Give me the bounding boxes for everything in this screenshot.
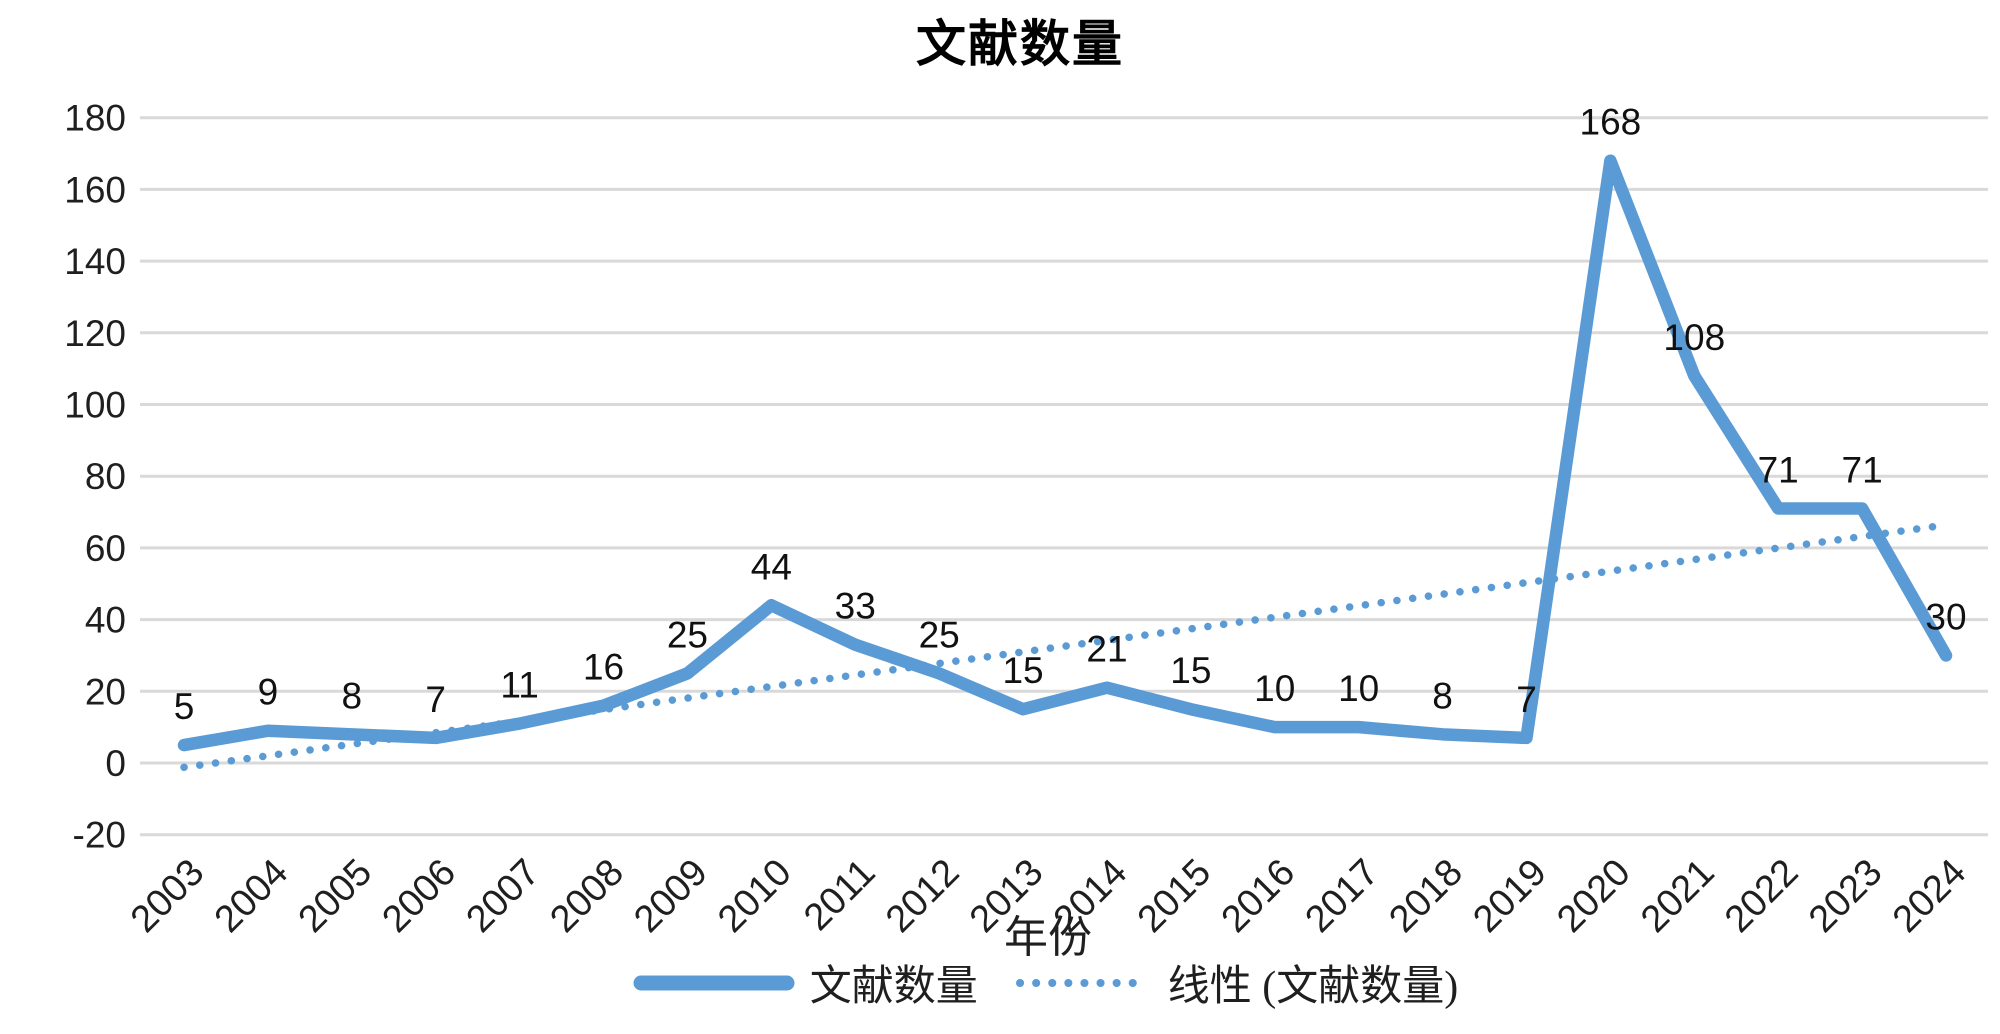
data-point-label: 10 bbox=[1338, 668, 1379, 709]
trend-line bbox=[180, 521, 1950, 772]
y-axis-tick-label: 160 bbox=[64, 169, 126, 210]
data-point-label: 108 bbox=[1663, 317, 1725, 358]
y-axis-tick-label: 20 bbox=[85, 671, 126, 712]
data-point-label: 21 bbox=[1086, 629, 1127, 670]
data-point-label: 71 bbox=[1842, 449, 1883, 490]
dotted-line-swatch bbox=[1015, 978, 1152, 987]
data-point-label: 7 bbox=[425, 679, 446, 720]
legend-item-trend: 线性 (文献数量) bbox=[1014, 952, 1458, 1013]
data-point-label: 71 bbox=[1758, 449, 1799, 490]
data-point-label: 30 bbox=[1925, 596, 1966, 637]
data-point-label: 11 bbox=[500, 665, 538, 706]
series-line bbox=[177, 154, 1953, 752]
y-axis-tick-label: 60 bbox=[85, 528, 126, 569]
y-axis-tick-label: 120 bbox=[64, 313, 126, 354]
legend: 文献数量 线性 (文献数量) bbox=[45, 952, 2000, 1013]
data-point-label: 8 bbox=[342, 675, 363, 716]
chart-title: 文献数量 bbox=[916, 16, 1124, 72]
data-point-label: 7 bbox=[1516, 679, 1537, 720]
data-point-label: 8 bbox=[1432, 675, 1453, 716]
y-axis-tick-label: 0 bbox=[105, 743, 126, 784]
y-axis-tick-label: 40 bbox=[85, 600, 126, 641]
y-axis-tick-label: -20 bbox=[73, 815, 126, 856]
legend-label-trend: 线性 (文献数量) bbox=[1167, 964, 1459, 1010]
y-axis-tick-label: 180 bbox=[64, 98, 126, 139]
data-point-label: 15 bbox=[1170, 650, 1211, 691]
data-point-label: 168 bbox=[1580, 102, 1642, 143]
x-axis-title: 年份 bbox=[1004, 913, 1092, 962]
y-axis-tick-label: 80 bbox=[85, 456, 126, 497]
data-point-label: 33 bbox=[835, 586, 876, 627]
solid-line-swatch bbox=[633, 975, 795, 990]
data-point-label: 44 bbox=[751, 546, 792, 587]
data-point-label: 25 bbox=[667, 614, 708, 655]
data-point-label: 9 bbox=[258, 672, 279, 713]
data-point-label: 10 bbox=[1254, 668, 1295, 709]
data-point-label: 25 bbox=[919, 614, 960, 655]
data-point-label: 15 bbox=[1002, 650, 1043, 691]
y-axis-tick-label: 140 bbox=[64, 241, 126, 282]
legend-label-series: 文献数量 bbox=[809, 964, 978, 1010]
data-point-label: 16 bbox=[583, 647, 624, 688]
legend-item-series: 文献数量 bbox=[632, 952, 978, 1013]
data-point-label: 5 bbox=[174, 686, 195, 727]
y-axis-tick-label: 100 bbox=[64, 385, 126, 426]
